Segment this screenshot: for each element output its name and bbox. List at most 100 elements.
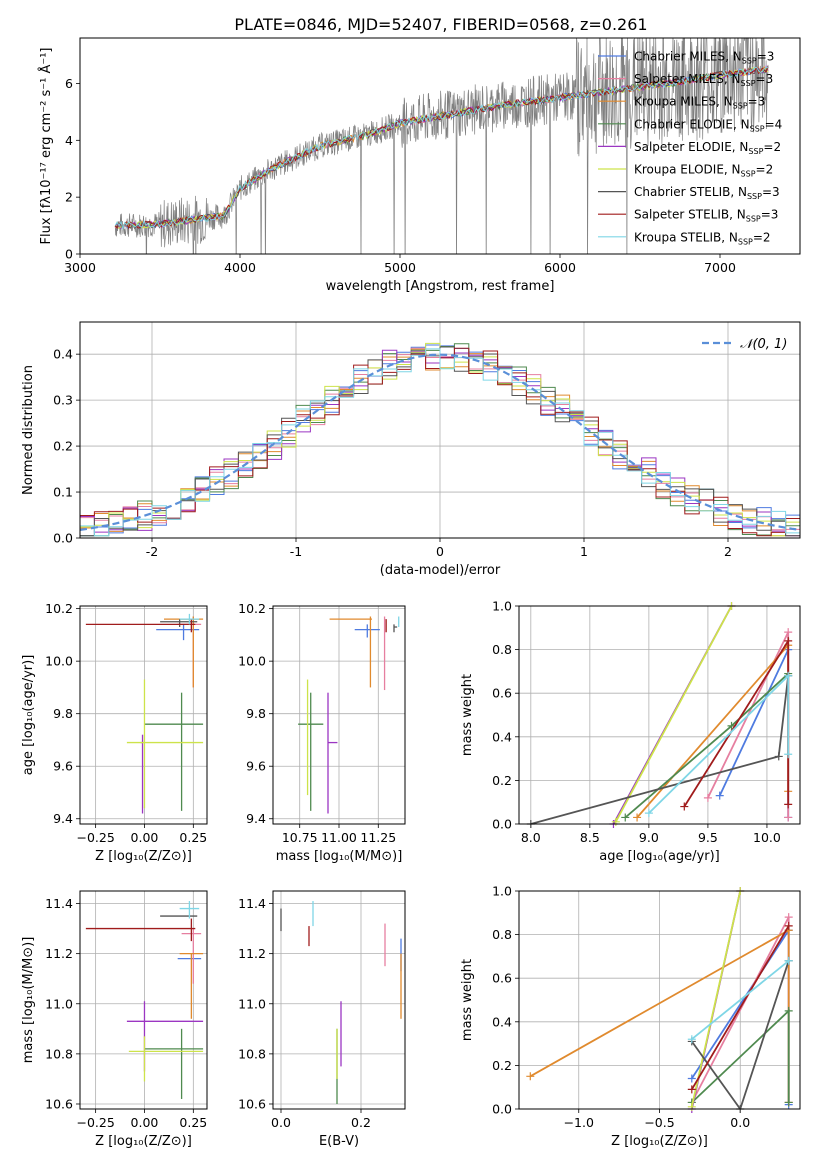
axes-frame (79, 890, 208, 1110)
y-axis-label: mass weight (460, 959, 475, 1041)
y-axis-label: Normed distribution (21, 365, 36, 495)
axes-frame (272, 605, 406, 825)
age-vs-metallicity-axes: −0.25 0.00 0.25 9.4 9.6 9.8 10.0 10.2 Z [log₁₀(Z… (21, 601, 208, 864)
y-tick-label: 10.6 (45, 1096, 73, 1111)
legend-label: Salpeter MILES, NSSP=3 (634, 72, 773, 88)
data-point (327, 692, 338, 814)
weight-marker (784, 813, 793, 822)
x-tick-label: 2 (724, 544, 732, 559)
weight-marker (644, 809, 653, 818)
y-tick-label: 10.0 (45, 654, 73, 669)
y-tick-label: 10.8 (45, 1046, 73, 1061)
y-tick-label: 4 (65, 133, 73, 148)
data-point (179, 952, 204, 1019)
x-tick-label: -1 (290, 544, 302, 559)
weight-series-line (636, 642, 790, 819)
data-point (144, 692, 204, 811)
legend-label: Chabrier MILES, NSSP=3 (634, 50, 774, 66)
axes-frame (79, 321, 801, 539)
x-tick-label: 0 (436, 544, 444, 559)
weight-marker (687, 1035, 696, 1044)
y-tick-label: 0.0 (53, 531, 73, 546)
y-tick-label: 9.8 (53, 706, 73, 721)
axes-frame (79, 605, 208, 825)
axes-frame (518, 890, 801, 1110)
weight-marker (687, 1085, 696, 1094)
weight-series-line (691, 960, 790, 1040)
y-tick-label: 9.8 (246, 706, 266, 721)
weight-marker (703, 793, 712, 802)
data-point (144, 1028, 204, 1099)
legend-label: 𝒩(0, 1) (740, 337, 787, 352)
histogram-kroupa-stelib (80, 348, 800, 538)
y-tick-label: 11.0 (238, 996, 266, 1011)
y-tick-label: 0.4 (492, 729, 512, 744)
x-tick-label: 9.0 (639, 830, 659, 845)
weight-series-line (690, 891, 742, 1107)
observed-spectrum-line (114, 38, 769, 254)
x-tick-label: 9.5 (698, 830, 718, 845)
y-axis-label: mass [log₁₀(M/M⊙)] (21, 937, 36, 1064)
data-point (354, 624, 380, 638)
weight-series-line (691, 925, 790, 1090)
x-axis-label: Z [log₁₀(Z/Z⊙)] (95, 1134, 192, 1149)
y-tick-label: 0.8 (492, 642, 512, 657)
x-tick-label: 3000 (64, 260, 96, 275)
x-tick-label: 8.0 (521, 830, 541, 845)
legend-label: Salpeter ELODIE, NSSP=2 (634, 140, 781, 156)
axes-frame (272, 890, 406, 1110)
x-tick-label: 1 (580, 544, 588, 559)
weight-marker (687, 1074, 696, 1083)
x-tick-label: 0.25 (179, 830, 207, 845)
weight-marker (784, 671, 793, 680)
y-tick-label: 0.8 (492, 927, 512, 942)
x-tick-label: -2 (146, 544, 158, 559)
y-axis-label: Flux [fλ10⁻¹⁷ erg cm⁻² s⁻¹ Å⁻¹] (38, 48, 54, 245)
x-axis-label: (data-model)/error (380, 563, 501, 578)
weight-marker (784, 1098, 793, 1107)
x-tick-label: 5000 (384, 260, 416, 275)
weight-marker (784, 636, 793, 645)
y-tick-label: 11.2 (238, 946, 266, 961)
data-point (156, 624, 200, 641)
legend-label: Kroupa MILES, NSSP=3 (634, 95, 765, 111)
x-tick-label: −0.25 (76, 830, 114, 845)
y-tick-label: 9.6 (246, 759, 266, 774)
y-tick-label: 0 (65, 247, 73, 262)
y-tick-label: 10.6 (238, 1096, 266, 1111)
y-tick-label: 10.0 (238, 654, 266, 669)
residuals-axes: -2 -1 0 1 2 0.0 0.1 0.2 0.3 0.4 (data-model)/error… (21, 321, 801, 578)
y-tick-label: 10.2 (238, 601, 266, 616)
weight-marker (784, 750, 793, 759)
weight-marker (784, 913, 793, 922)
legend-label: Salpeter STELIB, NSSP=3 (634, 208, 778, 224)
y-tick-label: 0.2 (492, 773, 512, 788)
model-spectrum-kroupa-stelib (114, 66, 769, 231)
x-tick-label: 7000 (704, 260, 736, 275)
x-axis-label: age [log₁₀(age/yr)] (599, 849, 720, 864)
y-tick-label: 11.4 (45, 896, 73, 911)
y-tick-label: 0.1 (53, 485, 73, 500)
y-tick-label: 1.0 (492, 884, 512, 899)
data-point (179, 901, 200, 919)
y-tick-label: 9.4 (246, 811, 266, 826)
age-vs-mass-axes: 10.75 11.00 11.25 9.4 9.6 9.8 10.0 10.2 mass [lo… (238, 601, 406, 864)
legend-label: Kroupa STELIB, NSSP=2 (634, 230, 771, 246)
y-tick-label: 10.8 (238, 1046, 266, 1061)
y-tick-label: 0.6 (492, 686, 512, 701)
y-axis-label: mass weight (460, 674, 475, 756)
data-point (85, 619, 196, 633)
weight-vs-age-axes: 8.0 8.5 9.0 9.5 10.0 0.0 0.2 0.4 0.6 0.8 1.0 age [l… (460, 599, 801, 864)
y-tick-label: 2 (65, 190, 73, 205)
data-point (128, 1036, 204, 1082)
legend-label: Kroupa ELODIE, NSSP=2 (634, 163, 773, 179)
y-tick-label: 0.3 (53, 393, 73, 408)
spectrum-axes: 3000 4000 5000 6000 7000 0 2 4 6 wavelength [Angs… (38, 37, 801, 294)
x-tick-label: 10.0 (753, 830, 781, 845)
y-tick-label: 0.0 (492, 817, 512, 832)
x-tick-label: −0.25 (76, 1115, 114, 1130)
y-tick-label: 6 (65, 76, 73, 91)
data-point (298, 692, 324, 811)
x-axis-label: E(B-V) (319, 1134, 359, 1149)
x-axis-label: Z [log₁₀(Z/Z⊙)] (611, 1134, 708, 1149)
